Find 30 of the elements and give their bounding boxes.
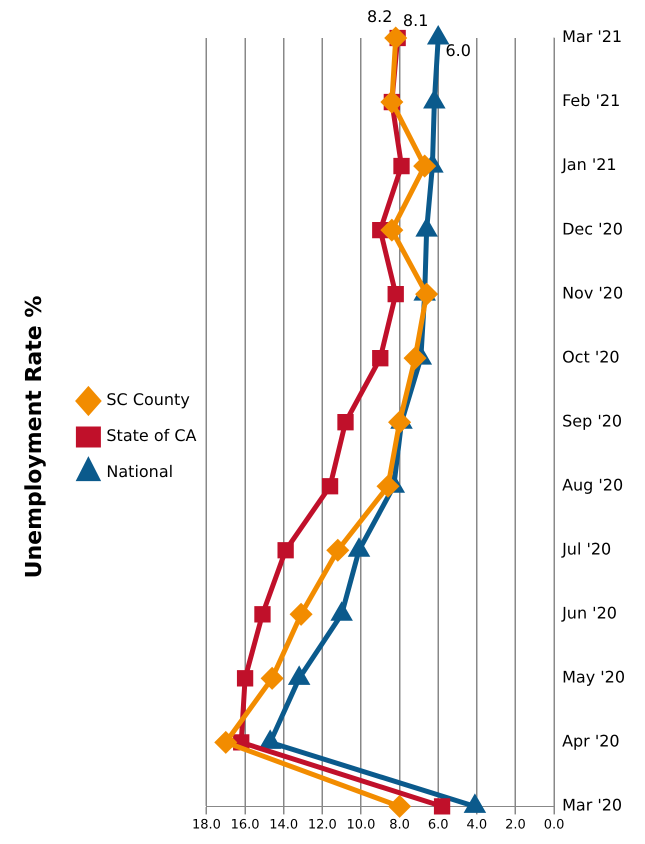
x-tick-label: 10.0 <box>346 818 376 833</box>
y-tick-label: Jan '21 <box>561 155 617 174</box>
x-tick-label: 16.0 <box>230 818 260 833</box>
y-tick-label: Jun '20 <box>561 603 617 622</box>
y-tick-label: Jul '20 <box>561 539 612 558</box>
x-tick-label: 8.0 <box>389 818 410 833</box>
x-tick-label: 6.0 <box>428 818 449 833</box>
text: Unemployment Rate % <box>22 296 47 578</box>
x-tick-label: 2.0 <box>505 818 526 833</box>
x-tick-label: 12.0 <box>308 818 337 833</box>
x-tick-label: 4.0 <box>466 818 488 833</box>
legend-label: National <box>106 462 174 482</box>
data-label: 6.0 <box>445 41 471 60</box>
y-tick-label: May '20 <box>562 667 625 686</box>
y-tick-label: Aug '20 <box>562 475 624 494</box>
y-tick-label: Sep '20 <box>562 411 622 430</box>
legend-label: SC County <box>106 390 190 410</box>
data-label: 8.1 <box>402 11 428 30</box>
y-tick-label: Apr '20 <box>562 732 620 751</box>
legend-label: State of CA <box>106 426 197 446</box>
y-tick-label: Dec '20 <box>562 219 623 238</box>
x-tick-label: 0.0 <box>544 818 564 833</box>
data-label: 8.2 <box>366 7 392 26</box>
x-tick-label: 18.0 <box>192 818 221 833</box>
x-tick-label: 14.0 <box>269 818 298 833</box>
y-tick-label: Mar '21 <box>562 27 622 46</box>
y-tick-label: Feb '21 <box>562 91 620 110</box>
y-tick-label: Oct '20 <box>562 347 620 366</box>
y-tick-label: Nov '20 <box>562 283 624 302</box>
y-tick-label: Mar '20 <box>562 796 622 815</box>
